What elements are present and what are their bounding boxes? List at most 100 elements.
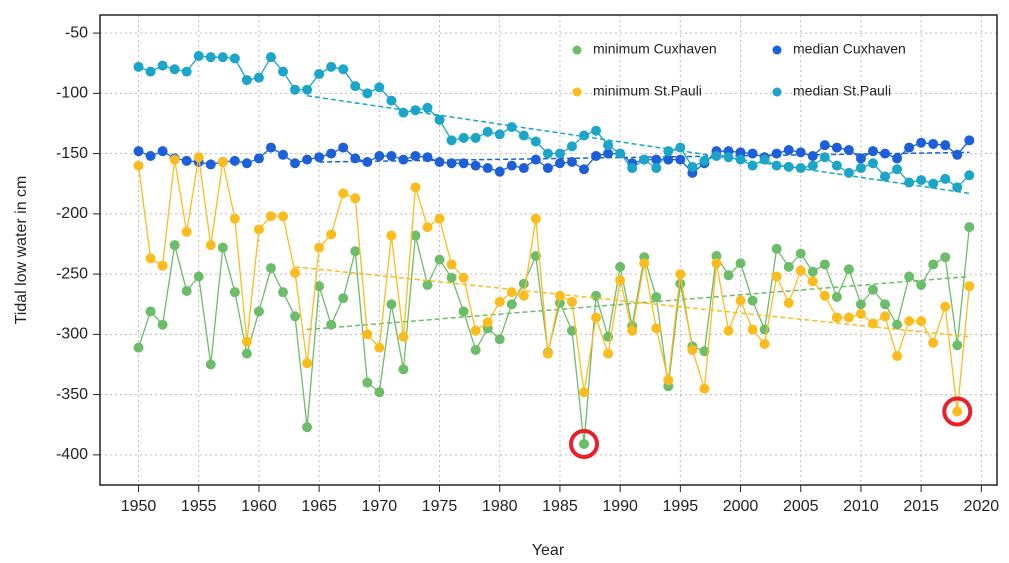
point [398, 331, 409, 342]
point [916, 279, 927, 290]
point [591, 290, 602, 301]
point [952, 182, 963, 193]
point [470, 345, 481, 356]
point [566, 325, 577, 336]
x-tick-label: 1955 [181, 498, 217, 515]
point [952, 149, 963, 160]
point [362, 157, 373, 168]
point [181, 285, 192, 296]
point [229, 53, 240, 64]
point [506, 122, 517, 133]
point [506, 299, 517, 310]
point [518, 290, 529, 301]
point [904, 271, 915, 282]
highlight-ring [569, 429, 600, 460]
legend: minimum Cuxhaven median Cuxhaven minimum S… [572, 41, 906, 99]
point [831, 142, 842, 153]
point [747, 160, 758, 171]
point [940, 301, 951, 312]
point [494, 334, 505, 345]
point [422, 102, 433, 113]
point [711, 151, 722, 161]
point [253, 306, 264, 317]
point [892, 351, 903, 362]
point [362, 88, 373, 99]
point [771, 243, 782, 254]
point [663, 146, 674, 157]
point [422, 279, 433, 290]
point [470, 325, 481, 336]
point [205, 359, 216, 370]
point [314, 69, 325, 80]
point [157, 146, 168, 157]
point [265, 211, 276, 222]
point [338, 64, 349, 75]
point [566, 157, 577, 168]
point [470, 160, 481, 171]
point [928, 178, 939, 189]
point [723, 325, 734, 336]
point [205, 52, 216, 63]
point [265, 142, 276, 153]
point [735, 147, 746, 158]
point [494, 129, 505, 140]
point [241, 75, 252, 86]
legend-marker [572, 45, 582, 55]
point [867, 158, 878, 169]
point [603, 348, 614, 359]
series-line [137, 157, 970, 412]
point [579, 164, 590, 175]
y-tick-label: -250 [56, 265, 88, 282]
point [350, 246, 361, 257]
point [579, 439, 590, 450]
point [193, 50, 204, 61]
point [771, 148, 782, 159]
point [482, 126, 493, 137]
point [338, 142, 349, 153]
point [434, 157, 445, 168]
point [831, 292, 842, 302]
point [651, 163, 662, 174]
point [651, 292, 662, 302]
point [133, 146, 144, 157]
point [229, 155, 240, 166]
point [603, 148, 614, 159]
point [687, 161, 698, 172]
point [964, 281, 975, 292]
point [290, 158, 301, 169]
point [904, 142, 915, 153]
point [458, 158, 469, 169]
point [759, 339, 770, 349]
point [229, 287, 240, 298]
trend-line [294, 266, 970, 338]
x-tick-label: 1990 [602, 498, 638, 515]
highlight-ring [942, 396, 973, 427]
point [795, 248, 806, 259]
point [193, 152, 204, 163]
point [169, 64, 180, 75]
x-tick-label: 2000 [723, 498, 759, 515]
point [892, 319, 903, 330]
point [410, 230, 421, 241]
point [398, 364, 409, 375]
point [133, 61, 144, 72]
point [928, 138, 939, 149]
point [579, 130, 590, 141]
y-tick-label: -150 [56, 145, 88, 162]
point [326, 229, 337, 240]
point [482, 317, 493, 328]
point [892, 153, 903, 164]
y-tick-label: -100 [56, 85, 88, 102]
point [374, 151, 385, 161]
point [711, 258, 722, 269]
point [615, 261, 626, 272]
legend-label: median St.Pauli [793, 83, 891, 99]
point [952, 406, 963, 417]
point [374, 82, 385, 93]
point [627, 163, 638, 174]
point [795, 265, 806, 276]
point [410, 182, 421, 193]
point [783, 161, 794, 172]
legend-marker [772, 45, 782, 55]
point [530, 213, 541, 224]
